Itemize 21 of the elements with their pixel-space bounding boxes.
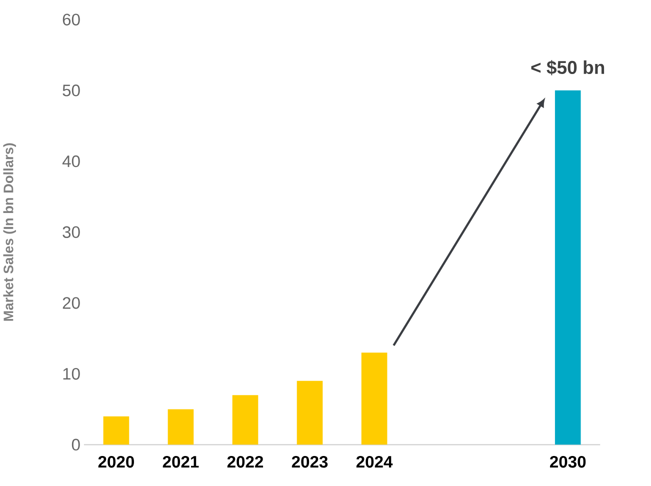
x-tick-label: 2021 bbox=[162, 456, 199, 468]
bar bbox=[361, 352, 388, 445]
bar bbox=[232, 395, 258, 445]
bar bbox=[168, 409, 194, 445]
x-tick-label: 2024 bbox=[356, 456, 393, 468]
x-tick-label: 2030 bbox=[550, 456, 586, 468]
bar bbox=[296, 381, 323, 445]
y-tick-label: 30 bbox=[62, 226, 80, 238]
x-tick-label: 2023 bbox=[292, 456, 328, 468]
y-tick-label: 50 bbox=[62, 84, 80, 96]
annotation: < $50 bn bbox=[531, 60, 604, 76]
x-tick-label: 2022 bbox=[227, 456, 264, 468]
x-tick-label: 2020 bbox=[98, 456, 134, 468]
y-tick-label: 10 bbox=[63, 368, 80, 380]
bar bbox=[554, 90, 581, 445]
y-tick-label: 0 bbox=[72, 438, 80, 451]
y-axis-title: Market Sales (In bn Dollars) bbox=[3, 143, 16, 321]
y-tick-label: 40 bbox=[62, 156, 80, 168]
y-tick-label: 60 bbox=[62, 14, 80, 26]
bar bbox=[103, 416, 130, 445]
y-tick-label: 20 bbox=[62, 297, 80, 309]
